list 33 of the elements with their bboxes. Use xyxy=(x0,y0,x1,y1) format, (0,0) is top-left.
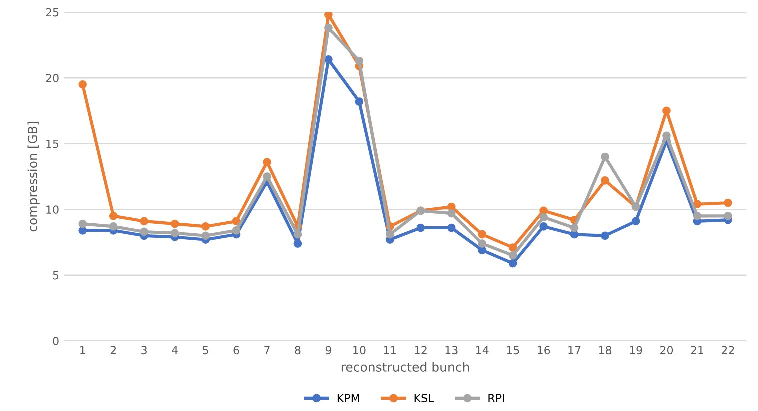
x-tick-label: 10 xyxy=(354,346,366,355)
x-tick-label: 5 xyxy=(203,346,208,355)
x-axis-title: reconstructed bunch xyxy=(342,362,470,372)
x-tick-label: 3 xyxy=(142,346,147,355)
y-tick-label: 20 xyxy=(46,74,59,82)
x-tick-label: 1 xyxy=(80,346,86,354)
legend-label: KSL xyxy=(414,394,434,402)
legend-label: RPI xyxy=(488,394,504,402)
x-tick-label: 13 xyxy=(446,346,458,355)
x-tick-label: 4 xyxy=(172,346,178,354)
x-tick-label: 17 xyxy=(568,346,581,354)
x-tick-label: 2 xyxy=(110,346,116,354)
x-tick-label: 9 xyxy=(326,346,332,355)
x-tick-label: 18 xyxy=(599,346,612,355)
y-tick-label: 10 xyxy=(46,206,59,214)
y-tick-label: 5 xyxy=(53,271,59,280)
y-tick-label: 0 xyxy=(53,337,59,346)
x-tick-label: 8 xyxy=(295,346,301,355)
x-tick-label: 14 xyxy=(476,346,489,354)
x-tick-label: 22 xyxy=(722,346,734,354)
x-tick-label: 21 xyxy=(691,346,704,354)
x-tick-label: 11 xyxy=(384,346,396,354)
x-tick-label: 12 xyxy=(415,346,427,354)
x-tick-label: 19 xyxy=(630,346,642,355)
y-tick-label: 25 xyxy=(46,8,59,17)
y-axis-title: compression [GB] xyxy=(28,122,40,232)
legend-label: KPM xyxy=(338,394,360,402)
x-tick-label: 15 xyxy=(507,346,520,355)
x-tick-label: 16 xyxy=(538,346,550,355)
x-tick-label: 7 xyxy=(264,346,270,354)
y-tick-label: 15 xyxy=(46,140,59,148)
x-tick-label: 20 xyxy=(660,346,674,355)
x-tick-label: 6 xyxy=(234,346,240,355)
